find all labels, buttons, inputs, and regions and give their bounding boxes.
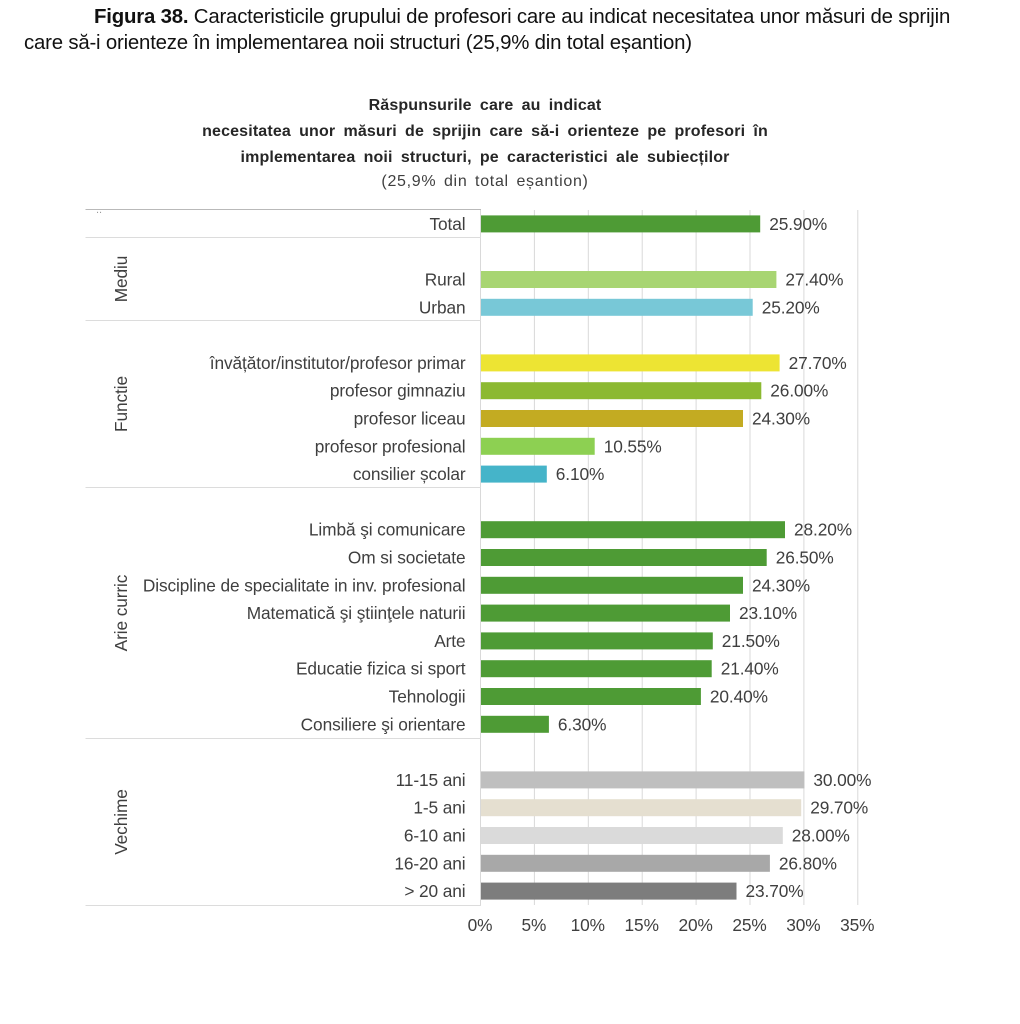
svg-text:26.00%: 26.00%: [770, 381, 828, 401]
svg-text:..: ..: [96, 204, 102, 216]
svg-text:> 20 ani: > 20 ani: [404, 881, 465, 901]
svg-text:15%: 15%: [625, 915, 659, 935]
svg-text:implementarea noii structuri,: implementarea noii structuri, pe caracte…: [241, 149, 730, 166]
svg-text:profesor gimnaziu: profesor gimnaziu: [330, 381, 466, 401]
svg-text:21.40%: 21.40%: [721, 659, 779, 679]
svg-text:Arie curric: Arie curric: [111, 574, 131, 651]
svg-text:1-5 ani: 1-5 ani: [413, 798, 465, 818]
svg-text:6-10 ani: 6-10 ani: [404, 826, 466, 846]
svg-text:20.40%: 20.40%: [710, 687, 768, 707]
svg-text:Om si societate: Om si societate: [348, 548, 466, 568]
svg-text:(25,9% din total eșantion): (25,9% din total eșantion): [381, 173, 588, 190]
svg-text:Consiliere şi orientare: Consiliere şi orientare: [301, 714, 466, 734]
svg-text:necesitatea unor măsuri de spr: necesitatea unor măsuri de sprijin care …: [202, 123, 768, 140]
svg-text:învățător/institutor/profesor: învățător/institutor/profesor primar: [209, 353, 466, 373]
svg-text:30%: 30%: [786, 915, 820, 935]
svg-text:30.00%: 30.00%: [813, 770, 871, 790]
svg-text:21.50%: 21.50%: [722, 631, 780, 651]
svg-text:25%: 25%: [732, 915, 766, 935]
svg-text:Vechime: Vechime: [111, 789, 131, 855]
svg-text:profesor liceau: profesor liceau: [354, 409, 466, 429]
svg-text:11-15 ani: 11-15 ani: [396, 770, 466, 790]
svg-text:20%: 20%: [678, 915, 712, 935]
svg-text:Total: Total: [429, 214, 465, 234]
svg-text:10.55%: 10.55%: [604, 436, 662, 456]
svg-text:5%: 5%: [522, 915, 547, 935]
svg-text:Mediu: Mediu: [111, 256, 131, 303]
svg-text:profesor profesional: profesor profesional: [315, 436, 466, 456]
svg-text:Discipline de specialitate in: Discipline de specialitate in inv. profe…: [143, 575, 466, 595]
svg-text:35%: 35%: [840, 915, 874, 935]
svg-text:24.30%: 24.30%: [752, 575, 810, 595]
svg-text:Arte: Arte: [434, 631, 465, 651]
svg-text:29.70%: 29.70%: [810, 798, 868, 818]
svg-text:25.20%: 25.20%: [762, 297, 820, 317]
svg-text:Educatie fizica si sport: Educatie fizica si sport: [296, 659, 466, 679]
svg-text:28.20%: 28.20%: [794, 520, 852, 540]
svg-text:27.40%: 27.40%: [785, 270, 843, 290]
svg-text:Matematică şi ştiinţele naturi: Matematică şi ştiinţele naturii: [247, 603, 466, 623]
svg-text:consilier școlar: consilier școlar: [353, 464, 466, 484]
svg-text:27.70%: 27.70%: [789, 353, 847, 373]
svg-text:Răspunsurile care au indicat: Răspunsurile care au indicat: [369, 97, 602, 114]
svg-text:0%: 0%: [468, 915, 493, 935]
svg-text:23.70%: 23.70%: [746, 881, 804, 901]
svg-text:Rural: Rural: [425, 270, 466, 290]
svg-text:6.10%: 6.10%: [556, 464, 605, 484]
svg-text:Urban: Urban: [419, 297, 466, 317]
svg-text:24.30%: 24.30%: [752, 409, 810, 429]
svg-text:6.30%: 6.30%: [558, 714, 607, 734]
svg-text:26.80%: 26.80%: [779, 853, 837, 873]
svg-text:23.10%: 23.10%: [739, 603, 797, 623]
svg-text:16-20 ani: 16-20 ani: [394, 853, 465, 873]
svg-text:28.00%: 28.00%: [792, 826, 850, 846]
svg-text:25.90%: 25.90%: [769, 214, 827, 234]
svg-text:Tehnologii: Tehnologii: [389, 687, 466, 707]
svg-text:26.50%: 26.50%: [776, 548, 834, 568]
svg-text:10%: 10%: [571, 915, 605, 935]
svg-text:Functie: Functie: [111, 376, 131, 432]
svg-text:Limbă şi comunicare: Limbă şi comunicare: [309, 520, 466, 540]
